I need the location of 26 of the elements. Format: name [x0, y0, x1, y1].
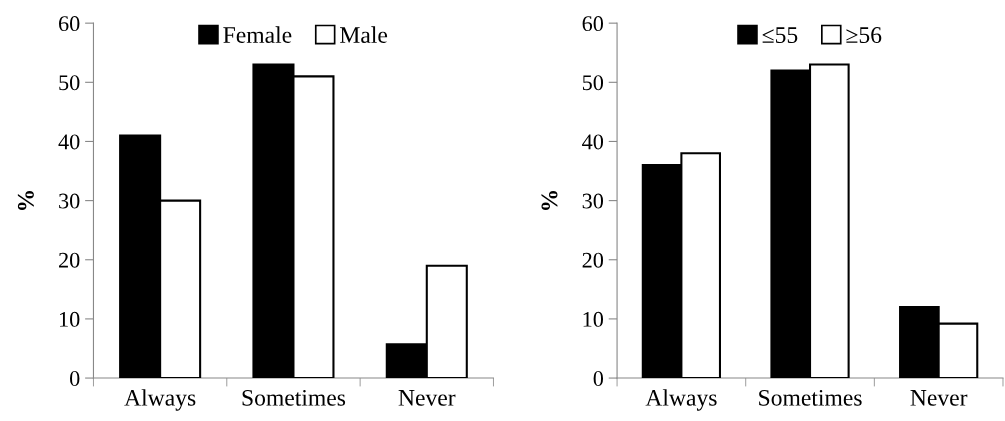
y-tick-label: 40	[58, 134, 80, 150]
x-tick-label: Sometimes	[242, 389, 346, 406]
x-tick-label: Sometimes	[759, 389, 862, 406]
y-tick-label: 10	[583, 311, 604, 327]
legend-label: ≤55	[762, 27, 798, 43]
y-tick-label: 40	[582, 134, 604, 150]
y-tick-label: 30	[59, 193, 80, 209]
y-tick-label: 0	[70, 370, 80, 386]
y-tick-label: 60	[59, 16, 80, 32]
y-tick-label: 50	[59, 75, 80, 91]
y-tick-label: 20	[582, 252, 604, 268]
x-tick-label: Always	[124, 389, 196, 411]
y-axis-title: %	[541, 191, 558, 210]
y-tick-label: 20	[59, 252, 80, 268]
y-tick-label: 30	[582, 193, 604, 209]
x-tick-label: Always	[645, 389, 717, 411]
y-axis-title: %	[17, 191, 34, 210]
x-tick-label: Never	[910, 390, 968, 406]
y-tick-label: 60	[582, 16, 604, 32]
legend-label: Male	[340, 26, 388, 43]
x-tick-label: Never	[398, 390, 456, 406]
y-tick-label: 50	[582, 75, 604, 91]
legend-label: Female	[223, 26, 292, 43]
y-tick-label: 0	[593, 370, 604, 386]
y-tick-label: 10	[60, 311, 80, 327]
legend-label: ≥56	[846, 27, 882, 43]
